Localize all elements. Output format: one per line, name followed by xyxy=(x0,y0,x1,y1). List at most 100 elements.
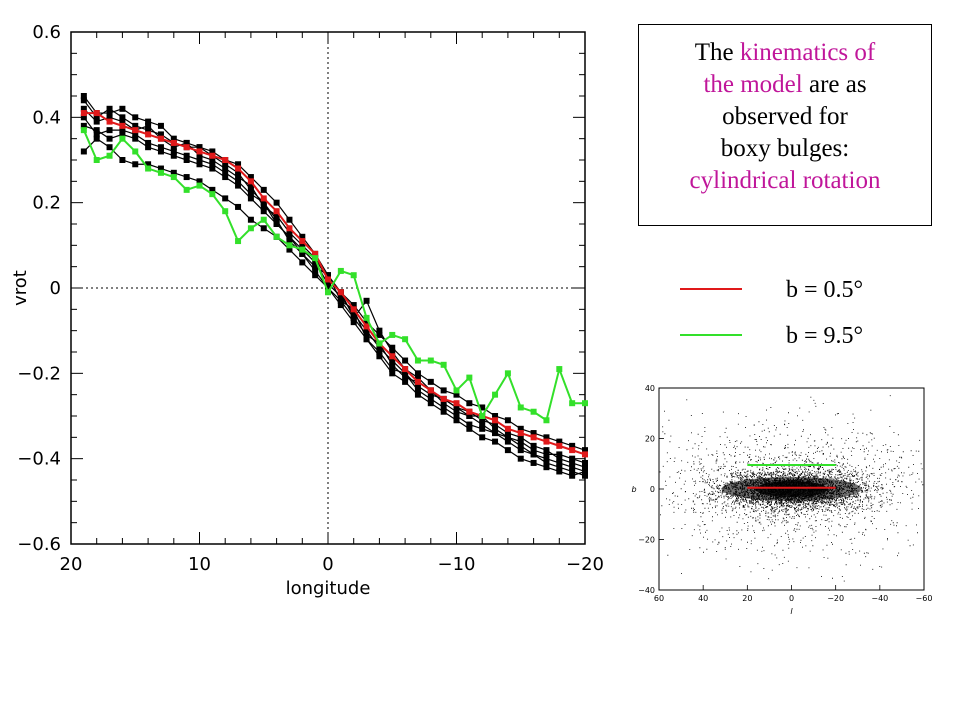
data-point xyxy=(350,314,357,321)
data-point xyxy=(157,131,164,138)
inset-y-tick-label: −20 xyxy=(638,536,655,545)
data-point xyxy=(337,302,344,309)
data-point xyxy=(569,468,576,475)
data-point xyxy=(337,293,344,300)
inset-x-tick-label: 60 xyxy=(654,594,664,603)
data-point xyxy=(260,216,267,223)
data-point xyxy=(247,225,254,232)
data-point xyxy=(504,447,511,454)
data-point xyxy=(196,144,203,151)
data-point xyxy=(543,434,550,441)
data-point xyxy=(235,182,242,189)
data-point xyxy=(363,297,370,304)
data-point xyxy=(582,400,588,407)
data-point xyxy=(427,400,434,407)
y-axis-label: vrot xyxy=(10,270,31,306)
data-point xyxy=(247,182,254,189)
data-point xyxy=(157,135,164,142)
data-point xyxy=(517,404,524,411)
data-point xyxy=(106,114,113,121)
data-point xyxy=(157,165,164,172)
data-point xyxy=(466,374,473,381)
data-point xyxy=(222,208,229,215)
data-point xyxy=(350,272,357,279)
data-point xyxy=(312,255,319,262)
data-point xyxy=(260,225,267,232)
data-point xyxy=(492,425,499,432)
data-point xyxy=(582,472,588,479)
data-point xyxy=(556,464,563,471)
data-point xyxy=(402,374,409,381)
data-point xyxy=(414,383,421,390)
data-point xyxy=(402,336,409,343)
data-point xyxy=(93,127,100,134)
data-point xyxy=(286,225,293,232)
x-tick-label: −10 xyxy=(438,554,476,575)
data-point xyxy=(145,161,152,168)
series-line xyxy=(82,129,585,422)
legend-swatch-green xyxy=(680,334,742,336)
data-point xyxy=(337,297,344,304)
data-point xyxy=(209,191,216,198)
x-axis-label: longitude xyxy=(286,578,371,599)
data-point xyxy=(466,421,473,428)
data-point xyxy=(414,391,421,398)
data-point xyxy=(376,340,383,347)
data-point xyxy=(389,344,396,351)
data-point xyxy=(80,110,87,117)
data-point xyxy=(196,152,203,159)
data-point xyxy=(222,165,229,172)
data-point xyxy=(145,127,152,134)
data-point xyxy=(235,178,242,185)
data-point xyxy=(569,472,576,479)
data-point xyxy=(222,195,229,202)
data-point xyxy=(222,169,229,176)
y-tick-label: 0 xyxy=(50,278,61,299)
data-point xyxy=(209,152,216,159)
data-point xyxy=(556,442,563,449)
data-point xyxy=(247,216,254,223)
data-point xyxy=(106,152,113,159)
data-point xyxy=(80,93,87,99)
inset-x-tick-label: 20 xyxy=(742,594,752,603)
bulge-center xyxy=(755,481,828,497)
data-point xyxy=(453,404,460,411)
inset-y-tick-label: 0 xyxy=(650,485,655,494)
data-point xyxy=(119,127,126,134)
data-point xyxy=(80,105,87,112)
data-point xyxy=(119,122,126,129)
data-point xyxy=(453,400,460,407)
data-point xyxy=(132,135,139,142)
data-point xyxy=(247,178,254,185)
callout-text: The xyxy=(694,39,734,66)
data-point xyxy=(235,238,242,245)
data-point xyxy=(93,131,100,138)
data-point xyxy=(312,267,319,274)
kinematics-callout: The kinematics of the model are as obser… xyxy=(638,24,932,226)
series-line xyxy=(83,95,586,451)
data-point xyxy=(273,212,280,219)
data-point xyxy=(517,425,524,432)
data-point xyxy=(414,387,421,394)
data-point xyxy=(119,114,126,121)
data-point xyxy=(106,127,113,134)
data-point xyxy=(325,289,331,296)
series-5 xyxy=(80,122,588,479)
data-point xyxy=(569,464,576,471)
data-point xyxy=(247,174,254,181)
data-point xyxy=(376,353,383,360)
data-point xyxy=(132,161,139,168)
callout-text: are as xyxy=(808,71,867,98)
data-point xyxy=(440,387,447,394)
data-point xyxy=(363,331,370,338)
legend-item-b05: b = 0.5° xyxy=(680,272,920,308)
data-point xyxy=(517,438,524,445)
data-point xyxy=(479,434,486,441)
data-point xyxy=(325,280,331,287)
data-point xyxy=(569,447,576,454)
data-point xyxy=(582,464,588,471)
data-point xyxy=(196,161,203,168)
data-point xyxy=(414,370,421,377)
data-point xyxy=(209,165,216,172)
data-point xyxy=(440,408,447,415)
